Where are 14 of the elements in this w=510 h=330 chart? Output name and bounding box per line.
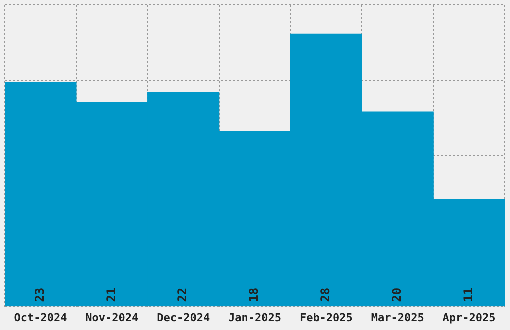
data-label: 21 bbox=[104, 288, 118, 302]
data-label: 22 bbox=[176, 288, 190, 302]
x-tick-label: Apr-2025 bbox=[442, 311, 496, 324]
x-tick-label: Jan-2025 bbox=[228, 311, 282, 324]
x-tick-label: Nov-2024 bbox=[86, 311, 140, 324]
x-tick-label: Mar-2025 bbox=[371, 311, 424, 324]
x-tick-label: Oct-2024 bbox=[14, 311, 68, 324]
x-tick-label: Feb-2025 bbox=[300, 311, 353, 324]
data-label: 18 bbox=[247, 288, 262, 302]
data-label: 11 bbox=[461, 288, 476, 302]
data-label: 23 bbox=[32, 288, 47, 302]
data-label: 28 bbox=[318, 288, 333, 302]
x-tick-label: Dec-2024 bbox=[157, 311, 210, 324]
data-label: 20 bbox=[390, 288, 404, 302]
